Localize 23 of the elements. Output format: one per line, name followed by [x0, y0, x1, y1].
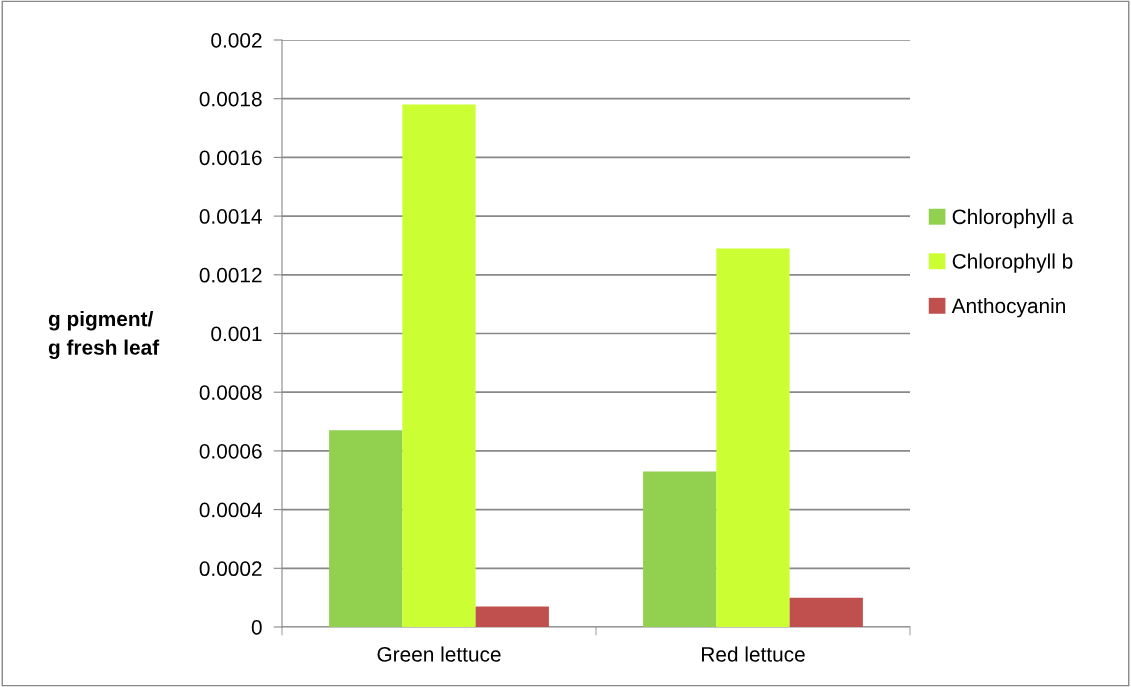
bar	[716, 248, 790, 627]
y-tick-label: 0.001	[211, 326, 262, 342]
y-tick-label: 0.0004	[199, 502, 262, 518]
y-tick-label: 0.0002	[199, 561, 262, 577]
y-tick-label: 0.0014	[199, 209, 262, 224]
x-tick-label: Green lettuce	[377, 646, 501, 662]
x-tick-label: Red lettuce	[702, 646, 805, 662]
bar	[643, 471, 717, 627]
y-tick-label: 0.0008	[199, 385, 262, 400]
bar	[475, 606, 549, 627]
bar	[789, 597, 863, 627]
y-tick-label: 0.0012	[199, 267, 262, 283]
y-tick-label: 0.0006	[199, 443, 262, 459]
y-tick-label: 0	[251, 620, 262, 635]
y-axis-title: g pigment/ g fresh leaf	[48, 310, 160, 360]
legend-label: Chlorophyll a	[952, 208, 1074, 229]
legend-label: Anthocyanin	[951, 297, 1065, 318]
y-tick-label: 0.0018	[199, 91, 262, 107]
y-tick-label: 0.002	[211, 33, 262, 48]
bar	[329, 430, 403, 627]
bar	[402, 104, 476, 627]
legend-label: Chlorophyll b	[952, 253, 1073, 273]
y-tick-label: 0.0016	[199, 150, 262, 166]
